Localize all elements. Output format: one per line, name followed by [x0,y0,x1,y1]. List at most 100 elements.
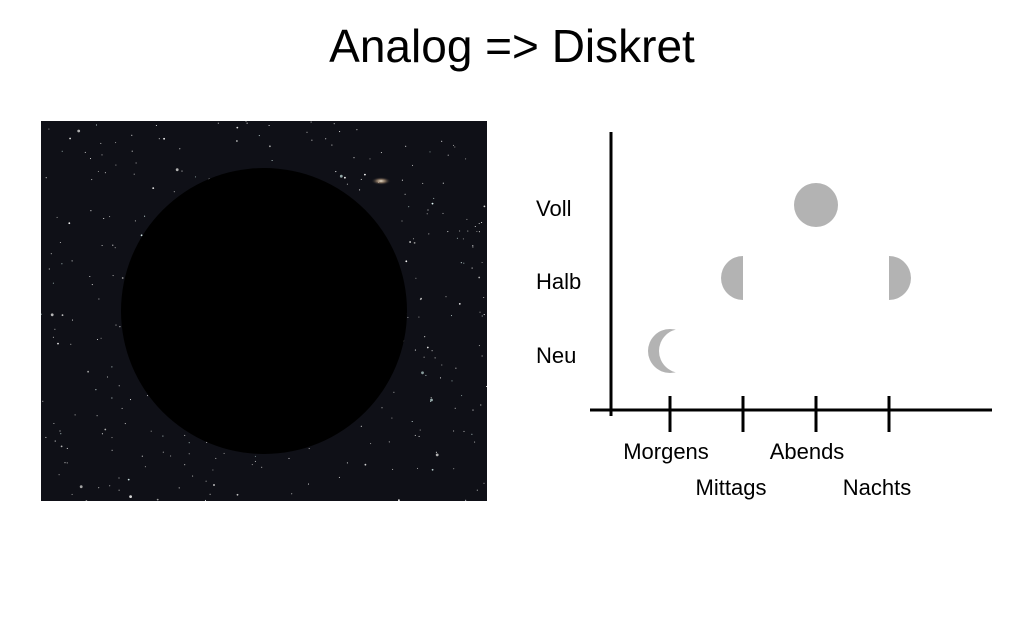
star [463,262,465,264]
star [50,313,54,317]
star [483,205,486,208]
star [471,267,473,269]
star [452,144,455,146]
star [89,275,91,278]
star [106,376,109,378]
star [422,182,424,184]
star [430,398,433,402]
star [112,275,114,277]
star [431,202,434,205]
star [339,131,341,133]
star [111,397,113,399]
star [307,483,310,485]
star [360,178,362,180]
star [60,445,63,448]
star [178,487,180,489]
star [52,336,54,338]
star [236,126,239,129]
star [173,191,175,193]
star [474,225,476,228]
star [356,129,358,131]
star [111,449,113,451]
star [472,246,474,248]
star [59,430,61,432]
star [465,158,467,160]
star [447,231,449,233]
star [74,414,76,416]
star [483,296,485,299]
star [335,171,337,173]
star [401,179,403,181]
star [204,499,207,501]
star [54,440,56,442]
star [109,485,111,487]
star [121,277,124,279]
star [405,145,407,147]
star [261,466,263,468]
star [435,453,439,457]
star [370,443,372,445]
star [152,187,155,189]
star [479,311,481,313]
x-label-abends: Abends [770,439,845,464]
x-label-morgens: Morgens [623,439,709,464]
star [478,231,480,233]
full-moon-icon [794,183,838,227]
star [419,429,421,431]
star [87,370,89,373]
y-label-voll: Voll [536,196,571,221]
star [163,137,165,140]
star [254,455,256,457]
star [414,349,416,351]
star [454,146,456,148]
star [478,345,480,347]
star [50,253,52,255]
star [112,244,114,246]
star [184,434,186,436]
star [426,213,428,215]
star [391,417,393,419]
star [71,260,73,262]
star [419,299,421,301]
crescent-moon-icon [648,329,692,373]
star [398,499,400,501]
x-label-mittags: Mittags [696,475,767,500]
star [269,145,271,148]
star [212,469,214,471]
star [483,482,485,484]
star [184,464,186,466]
star [415,277,417,279]
star [217,122,219,124]
star [462,238,464,240]
star [144,466,146,468]
star [481,221,483,224]
star [441,364,443,366]
star [306,131,308,133]
star [388,441,390,443]
star [411,420,413,423]
star [48,268,50,270]
star [162,451,164,453]
half-moon-left-icon [721,256,743,300]
star [476,489,478,491]
star [441,140,443,142]
star [245,121,247,122]
star [478,222,480,225]
star [467,230,469,232]
star [133,173,135,175]
star [89,158,92,160]
star [333,123,335,125]
star [478,276,481,279]
star [338,476,340,478]
star [170,455,172,457]
star [54,328,56,330]
star [407,316,409,318]
star [421,371,424,375]
star [71,493,73,495]
star [429,151,431,153]
star [346,462,348,464]
star [408,206,410,208]
star [412,238,415,240]
star [380,152,382,154]
